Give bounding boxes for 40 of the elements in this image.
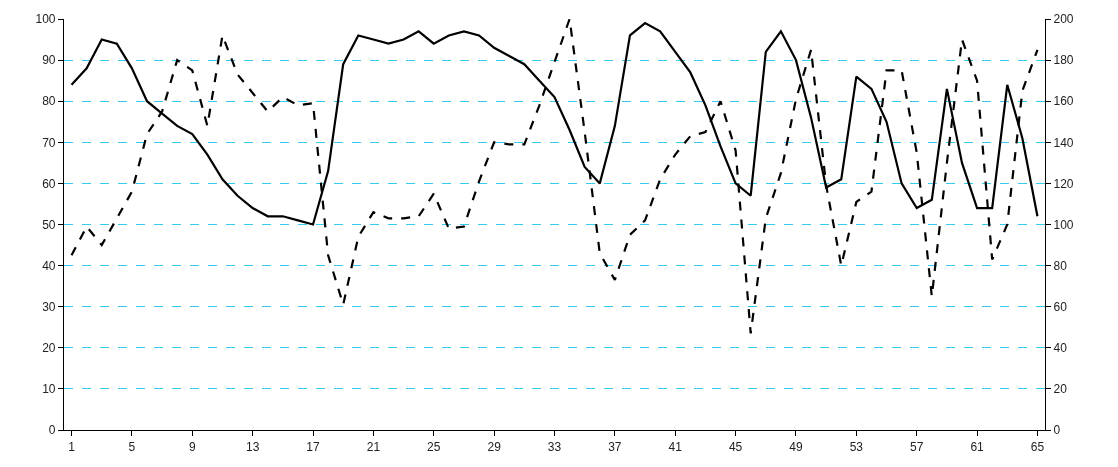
x-tick-label: 21 [366,439,381,454]
y-tick-label: 10 [42,382,56,397]
y2-tick-label: 80 [1053,258,1068,273]
y-tick-label: 0 [48,423,56,438]
x-tick-label: 37 [608,439,622,454]
x-tick-label: 9 [188,439,196,454]
y-tick-label: 50 [42,217,56,232]
y-tick-label: 20 [42,341,56,355]
y-tick-label: 60 [42,176,56,191]
y2-tick-label: 100 [1053,217,1074,232]
y-tick-label: 40 [42,258,56,273]
y2-tick-label: 120 [1053,176,1074,191]
x-tick-label: 45 [728,439,743,454]
y2-tick-label: 160 [1053,94,1074,109]
y2-tick-label: 140 [1053,135,1074,150]
x-tick-label: 61 [970,439,985,454]
y2-tick-label: 40 [1053,341,1068,355]
line-series [70,19,1039,335]
y2-tick-label: 180 [1053,53,1074,68]
y-tick-label: 80 [42,94,56,109]
x-tick-label: 65 [1030,439,1045,454]
x-tick-label: 5 [128,439,136,454]
x-tick-label: 29 [487,439,502,454]
x-tick-label: 41 [668,439,683,454]
x-tick-label: 33 [547,439,562,454]
y-tick-label: 30 [42,299,56,314]
x-tick-label: 13 [245,439,260,454]
y-tick-label: 70 [42,135,56,150]
x-tick-label: 57 [910,439,924,454]
x-tick-label: 1 [68,439,76,454]
y-tick-label: 90 [42,53,56,68]
y2-tick-label: 0 [1053,423,1061,438]
y-tick-label: 100 [35,12,56,27]
x-tick-label: 53 [849,439,864,454]
x-tick-label: 25 [427,439,441,454]
y2-tick-label: 20 [1053,382,1068,397]
y2-tick-label: 60 [1053,299,1068,314]
x-tick-label: 17 [306,439,321,454]
y2-tick-label: 200 [1053,12,1074,27]
x-tick-label: 49 [789,439,803,454]
